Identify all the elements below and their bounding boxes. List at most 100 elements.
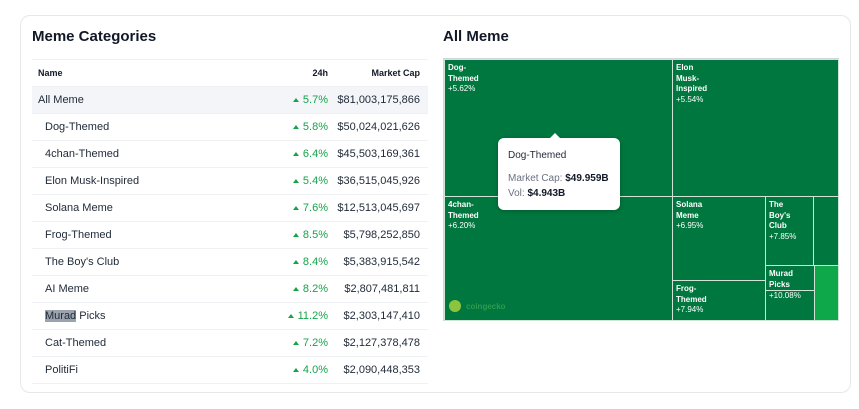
- caret-up-icon: [292, 368, 299, 372]
- treemap-cell-frog[interactable]: Frog- Themed +7.94%: [672, 280, 766, 321]
- caret-up-icon: [292, 206, 299, 210]
- logo-text: coingecko: [466, 301, 506, 311]
- category-name[interactable]: Elon Musk-Inspired: [45, 175, 140, 187]
- category-name[interactable]: Frog-Themed: [45, 229, 112, 241]
- change-value: 11.2%: [297, 310, 328, 322]
- cell-label: Inspired: [676, 84, 708, 93]
- cell-change: +6.20%: [448, 221, 476, 230]
- treemap-cell-bright[interactable]: [814, 265, 839, 321]
- market-cap: $2,090,448,353: [343, 364, 420, 376]
- cell-label: Solana: [676, 200, 703, 209]
- treemap-title: All Meme: [443, 28, 509, 45]
- change-24h: 11.2%: [248, 310, 328, 322]
- category-name[interactable]: All Meme: [38, 94, 84, 106]
- tooltip-mcap: $49.959B: [565, 173, 609, 184]
- caret-up-icon: [292, 341, 299, 345]
- table-row[interactable]: Elon Musk-Inspired 5.4% $36,515,045,926: [32, 168, 428, 195]
- cell-label: The: [769, 200, 784, 209]
- change-24h: 5.8%: [248, 121, 328, 133]
- cell-change: +10.08%: [766, 290, 814, 302]
- table-row[interactable]: Dog-Themed 5.8% $50,024,021,626: [32, 114, 428, 141]
- treemap-cell-solana[interactable]: Solana Meme +6.95%: [672, 196, 766, 281]
- header-24h[interactable]: 24h: [312, 68, 328, 78]
- header-name[interactable]: Name: [38, 68, 63, 78]
- caret-up-icon: [292, 233, 299, 237]
- cell-change: +7.94%: [676, 305, 704, 314]
- treemap-cell-small[interactable]: [813, 196, 839, 266]
- cell-label: Themed: [448, 73, 479, 83]
- table-row[interactable]: 4chan-Themed 6.4% $45,503,169,361: [32, 141, 428, 168]
- tooltip-vol: $4.943B: [527, 188, 566, 199]
- table-row[interactable]: Frog-Themed 8.5% $5,798,252,850: [32, 222, 428, 249]
- table-row[interactable]: PolitiFi 4.0% $2,090,448,353: [32, 357, 428, 384]
- table-row[interactable]: Cat-Themed 7.2% $2,127,378,478: [32, 330, 428, 357]
- change-value: 7.6%: [302, 202, 328, 214]
- change-24h: 5.4%: [248, 175, 328, 187]
- categories-table: Name 24h Market Cap All Meme 5.7% $81,003,…: [32, 59, 428, 384]
- category-name[interactable]: Murad Picks: [32, 310, 248, 322]
- cell-label: Boy's: [769, 210, 791, 220]
- tooltip-mcap-label: Market Cap:: [508, 173, 563, 184]
- category-name-rest: Picks: [76, 310, 106, 322]
- market-cap: $5,383,915,542: [343, 256, 420, 268]
- category-name[interactable]: 4chan-Themed: [45, 148, 119, 160]
- change-24h: 5.7%: [248, 94, 328, 106]
- table-header: Name 24h Market Cap: [32, 60, 428, 87]
- change-24h: 8.5%: [248, 229, 328, 241]
- market-cap: $36,515,045,926: [337, 175, 420, 187]
- cell-label: Picks: [769, 279, 790, 289]
- change-24h: 7.2%: [248, 337, 328, 349]
- cell-change: +5.62%: [448, 84, 476, 93]
- category-name[interactable]: PolitiFi: [45, 364, 79, 376]
- section-title: Meme Categories: [32, 28, 157, 45]
- table-row[interactable]: All Meme 5.7% $81,003,175,866: [32, 87, 428, 114]
- cell-label: Musk-: [676, 73, 700, 83]
- cell-label: Themed: [448, 210, 479, 220]
- market-cap: $2,127,378,478: [343, 337, 420, 349]
- cell-label: Murad: [769, 269, 793, 278]
- category-name[interactable]: The Boy's Club: [45, 256, 120, 268]
- gecko-icon: [449, 300, 461, 312]
- treemap-cell-murad[interactable]: Murad Picks +10.08%: [765, 265, 815, 321]
- change-24h: 8.2%: [248, 283, 328, 295]
- cell-label: Elon: [676, 63, 694, 72]
- cell-change: +7.85%: [769, 231, 797, 241]
- market-cap: $81,003,175,866: [337, 94, 420, 106]
- caret-up-icon: [292, 287, 299, 291]
- caret-up-icon: [292, 179, 299, 183]
- change-24h: 6.4%: [248, 148, 328, 160]
- cell-change: +6.95%: [676, 221, 704, 230]
- category-name[interactable]: Solana Meme: [45, 202, 113, 214]
- change-value: 8.5%: [302, 229, 328, 241]
- caret-up-icon: [292, 125, 299, 129]
- cell-change: +5.54%: [676, 94, 704, 104]
- table-row[interactable]: Solana Meme 7.6% $12,513,045,697: [32, 195, 428, 222]
- treemap-cell-elon[interactable]: Elon Musk- Inspired +5.54%: [672, 59, 839, 197]
- change-24h: 8.4%: [248, 256, 328, 268]
- change-24h: 7.6%: [248, 202, 328, 214]
- change-value: 5.7%: [302, 94, 328, 106]
- caret-up-icon: [292, 152, 299, 156]
- cell-label: Themed: [676, 294, 707, 304]
- tooltip-vol-label: Vol:: [508, 188, 525, 199]
- change-value: 4.0%: [302, 364, 328, 376]
- caret-up-icon: [287, 314, 294, 318]
- table-row[interactable]: Murad Picks 11.2% $2,303,147,410: [32, 303, 428, 330]
- market-cap: $2,303,147,410: [343, 310, 420, 322]
- caret-up-icon: [292, 260, 299, 264]
- treemap-tooltip: Dog-Themed Market Cap: $49.959B Vol: $4.…: [498, 133, 620, 210]
- cell-label: Frog-: [676, 284, 697, 293]
- table-row[interactable]: AI Meme 8.2% $2,807,481,811: [32, 276, 428, 303]
- category-name[interactable]: AI Meme: [45, 283, 90, 295]
- category-name[interactable]: Dog-Themed: [45, 121, 110, 133]
- header-market-cap[interactable]: Market Cap: [371, 68, 420, 78]
- tooltip-title: Dog-Themed: [508, 150, 567, 161]
- change-value: 7.2%: [302, 337, 328, 349]
- table-row[interactable]: The Boy's Club 8.4% $5,383,915,542: [32, 249, 428, 276]
- change-value: 8.4%: [302, 256, 328, 268]
- change-value: 5.4%: [302, 175, 328, 187]
- category-name[interactable]: Cat-Themed: [45, 337, 107, 349]
- market-cap: $50,024,021,626: [337, 121, 420, 133]
- treemap-cell-boys-club[interactable]: The Boy's Club +7.85%: [765, 196, 814, 266]
- change-value: 8.2%: [302, 283, 328, 295]
